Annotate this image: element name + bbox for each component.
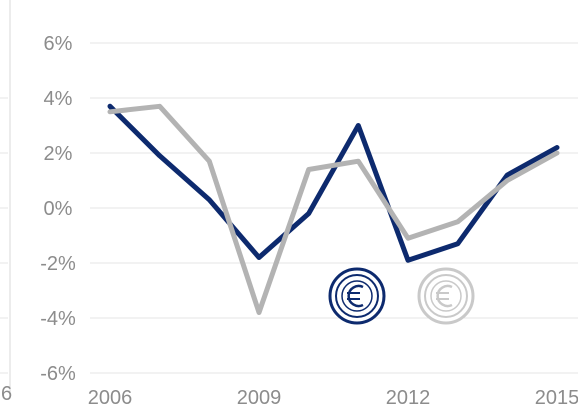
y-tick-label: 6%	[44, 33, 73, 55]
x-tick-label: 2006	[88, 387, 133, 409]
x-tick-label: 2015	[535, 387, 578, 409]
euro-coin-icon	[328, 267, 386, 325]
legend	[328, 267, 475, 325]
y-tick-label: -6%	[40, 363, 76, 385]
y-tick-label: -4%	[40, 308, 76, 330]
series-lines	[107, 103, 560, 315]
y-tick-label: 4%	[44, 88, 73, 110]
y-tick-label: 2%	[44, 143, 73, 165]
series-line-1	[107, 103, 560, 263]
clipped-left-label: 6	[1, 383, 12, 405]
euro-coin-icon	[417, 267, 475, 325]
series-line-2	[107, 103, 560, 315]
x-tick-label: 2009	[237, 387, 282, 409]
y-tick-label: 0%	[44, 198, 73, 220]
gridlines	[90, 42, 578, 374]
y-tick-label: -2%	[40, 253, 76, 275]
left-panel-edge: 6	[0, 0, 12, 405]
x-axis-ticks: 2006 2009 2012 2015	[88, 387, 578, 409]
y-axis-ticks: 6% 4% 2% 0% -2% -4% -6%	[40, 33, 76, 385]
x-tick-label: 2012	[386, 387, 431, 409]
